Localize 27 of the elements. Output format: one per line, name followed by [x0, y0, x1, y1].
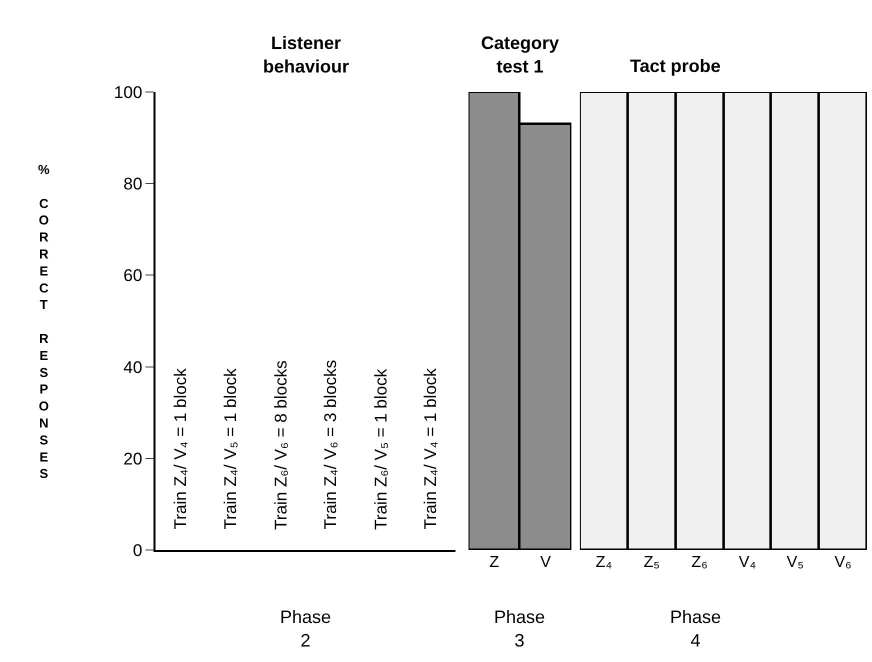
- x-axis-title: Phase 2: [280, 607, 332, 650]
- x-tick-label: V₅: [786, 554, 804, 571]
- annotation: Train Z₆/ V₅ = 1 block: [371, 368, 390, 530]
- x-tick-label: V: [540, 554, 552, 571]
- y-tick-label: 60: [123, 266, 142, 286]
- annotation: Train Z₄/ V₅ = 1 block: [221, 368, 240, 530]
- y-tick-label: 20: [123, 449, 142, 468]
- y-tick-label: 0: [132, 540, 142, 560]
- x-axis-title: Phase 4: [670, 607, 722, 650]
- y-tick-label: 100: [114, 82, 142, 102]
- annotation: Train Z₆/ V₆ = 8 blocks: [271, 360, 290, 530]
- x-axis-title: Phase 3: [494, 607, 546, 650]
- x-tick-label: Z: [489, 554, 500, 571]
- y-tick-label: 80: [123, 174, 142, 194]
- text: % CORRECT RESPONSES: [38, 162, 50, 482]
- annotation: Train Z₄/ V₆ = 3 blocks: [320, 360, 340, 530]
- x-tick-label: V₄: [738, 554, 756, 571]
- x-tick-label: V₆: [834, 554, 852, 571]
- x-tick-label: Z₅: [644, 554, 660, 571]
- x-tick-label: Z₄: [596, 554, 612, 571]
- annotation: Train Z₄/ V₄ = 1 block: [420, 368, 440, 530]
- chart-title: Category test 1: [481, 33, 560, 76]
- chart-title: Tact probe: [630, 56, 721, 76]
- annotation: Train Z₄/ V₄ = 1 block: [171, 368, 190, 530]
- x-tick-label: Z₆: [691, 554, 708, 571]
- y-tick-label: 40: [123, 358, 142, 377]
- chart-title: Listener behaviour: [263, 33, 350, 76]
